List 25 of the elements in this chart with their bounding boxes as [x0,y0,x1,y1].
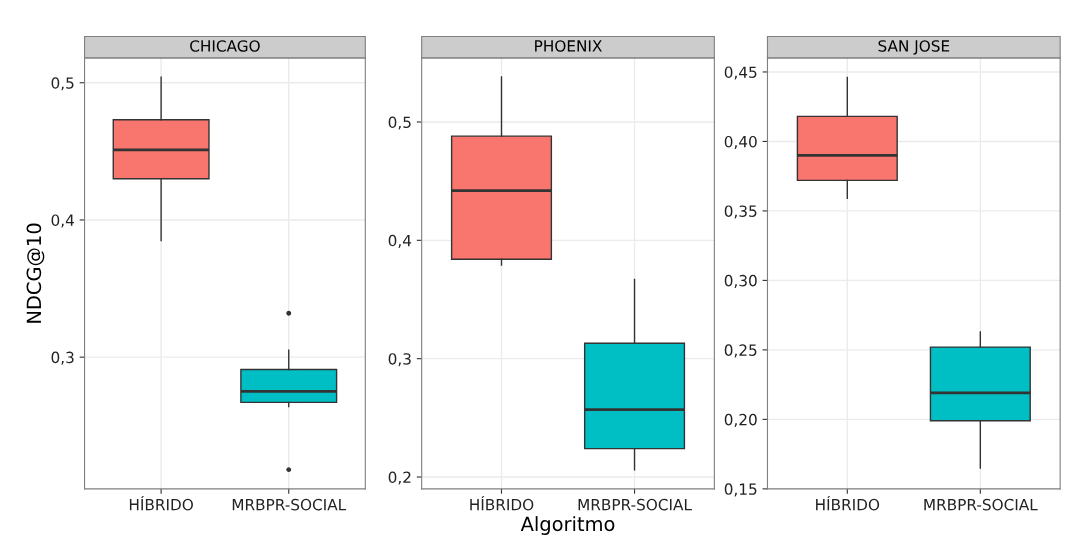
y-tick-label: 0,30 [724,274,757,288]
y-tick-label: 0,15 [724,483,757,497]
chart-title: CHICAGO [190,40,260,52]
y-tick-label: 0,35 [724,205,757,219]
chart-title: PHOENIX [535,40,602,52]
y-tick-label: 0,5 [51,77,74,91]
y-tick-label: 0,4 [388,234,412,248]
y-tick-label: 0,5 [388,116,411,130]
x-axis-title: Algoritmo [520,516,615,535]
y-tick-label: 0,2 [388,471,411,485]
x-tick-label: HÍBRIDO [470,496,534,511]
x-tick-label: HÍBRIDO [816,496,880,511]
y-axis-title: NDCG@10 [26,223,45,323]
y-tick-label: 0,4 [51,214,74,228]
x-tick-label: MRBPR-SOCIAL [578,498,692,511]
x-tick-label: MRBPR-SOCIAL [924,498,1038,511]
y-tick-label: 0,25 [724,344,757,358]
y-tick-label: 0,20 [724,413,757,427]
y-tick-label: 0,45 [724,66,757,80]
y-tick-label: 0,40 [724,135,757,150]
chart-title: SAN JOSE [878,40,950,55]
x-tick-label: HÍBRIDO [129,496,193,511]
y-tick-label: 0,3 [51,351,74,365]
y-tick-label: 0,3 [388,353,411,367]
x-tick-label: MRBPR-SOCIAL [232,498,347,511]
